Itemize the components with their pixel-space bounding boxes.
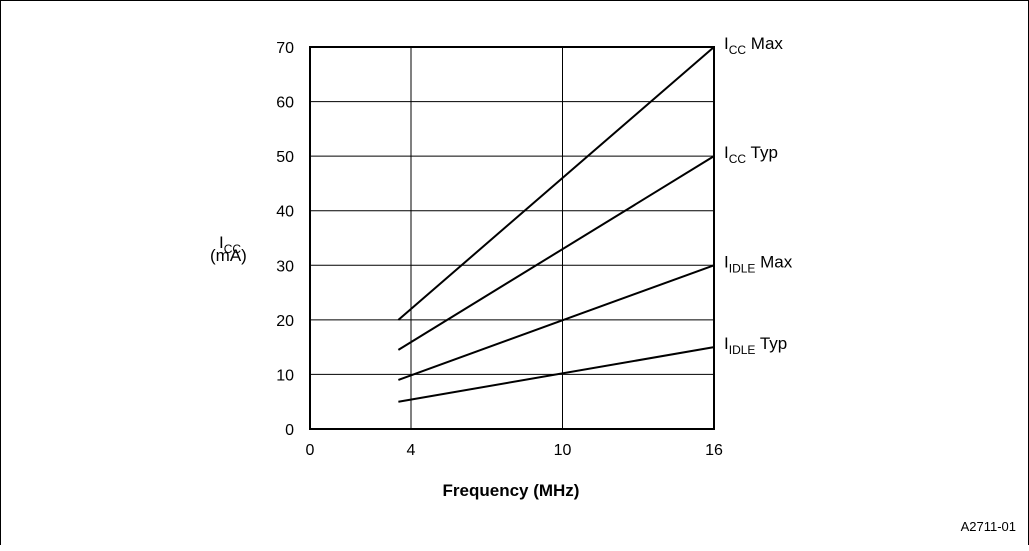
series-label-1: ICC Max <box>724 34 783 57</box>
series-label-4: IIDLE Typ <box>724 334 787 357</box>
series-label-2: ICC Typ <box>724 143 778 166</box>
y-tick-label: 0 <box>285 422 294 439</box>
x-tick-label: 0 <box>306 442 315 459</box>
tick-labels: 0 10 20 30 40 50 60 70 0 4 10 16 <box>276 40 723 459</box>
series-line-4 <box>398 346 715 403</box>
grid <box>310 47 714 429</box>
x-tick-label: 10 <box>554 442 572 459</box>
x-axis-label: Frequency (MHz) <box>443 481 580 500</box>
plot-border <box>309 46 715 430</box>
x-tick-label: 4 <box>407 442 416 459</box>
y-axis-unit: (mA) <box>210 246 247 265</box>
figure-id: A2711-01 <box>961 519 1016 534</box>
y-tick-label: 70 <box>276 40 294 57</box>
y-tick-label: 40 <box>276 204 294 221</box>
y-tick-label: 30 <box>276 258 294 275</box>
series-line-1 <box>397 46 715 321</box>
y-axis-label: ICC <box>219 233 241 256</box>
series-label-3: IIDLE Max <box>724 252 793 275</box>
series-lines <box>397 46 715 403</box>
series-line-2 <box>397 155 715 351</box>
y-tick-label: 10 <box>276 367 294 384</box>
y-tick-label: 20 <box>276 313 294 330</box>
series-labels: ICC Max ICC Typ IIDLE Max IIDLE Typ <box>724 34 793 357</box>
y-tick-label: 50 <box>276 149 294 166</box>
x-tick-label: 16 <box>705 442 723 459</box>
series-line-3 <box>398 264 715 381</box>
y-tick-label: 60 <box>276 95 294 112</box>
